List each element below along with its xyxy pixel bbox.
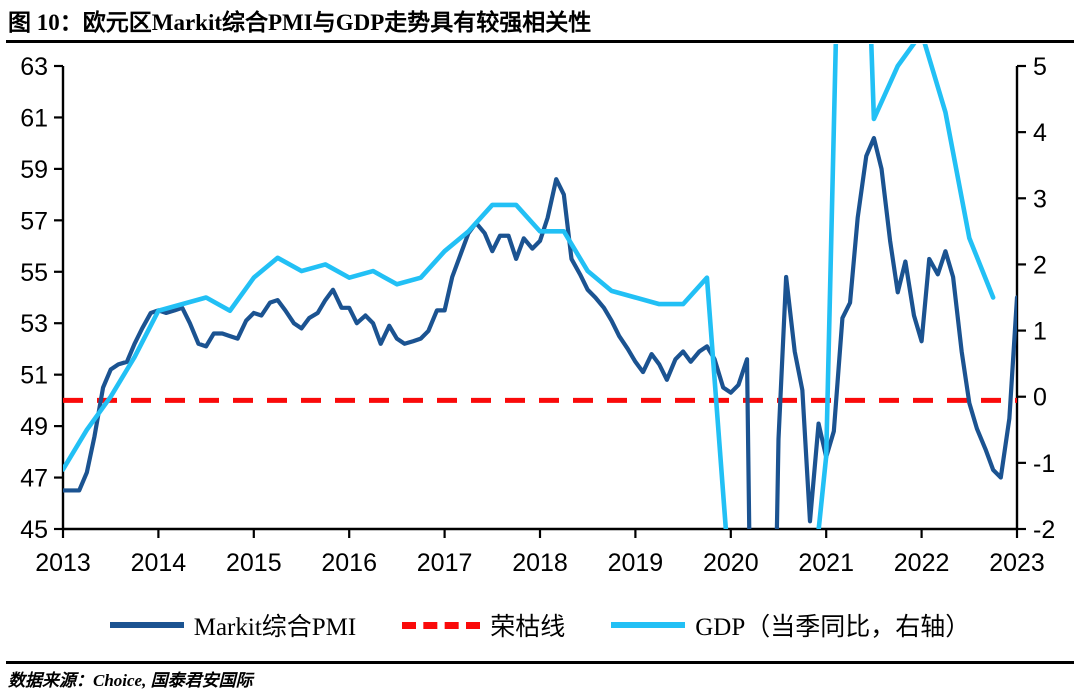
right-axis-tick-label: 2: [1033, 251, 1047, 279]
left-axis-tick-label: 47: [20, 465, 48, 493]
x-axis-tick-label: 2022: [894, 549, 950, 577]
legend-label-gdp: GDP（当季同比，右轴）: [695, 614, 971, 641]
right-axis-tick-label: 3: [1033, 185, 1047, 213]
footer-divider: [6, 661, 1074, 664]
x-axis-tick-label: 2015: [226, 549, 282, 577]
x-axis-tick-label: 2020: [703, 549, 759, 577]
page-title: 图 10：欧元区Markit综合PMI与GDP走势具有较强相关性: [8, 10, 592, 35]
left-axis-tick-label: 53: [20, 310, 48, 338]
left-axis-tick-label: 63: [20, 53, 48, 81]
legend-swatch-pmi: [109, 622, 184, 628]
left-axis-tick-label: 45: [20, 516, 48, 544]
x-axis-tick-label: 2018: [512, 549, 568, 577]
x-axis-tick-label: 2014: [131, 549, 187, 577]
x-axis-tick-label: 2013: [35, 549, 91, 577]
right-axis-tick-label: 0: [1033, 384, 1047, 412]
x-axis-tick-label: 2023: [989, 549, 1045, 577]
x-axis-tick-label: 2019: [608, 549, 664, 577]
data-source-note: 数据来源：Choice, 国泰君安国际: [8, 671, 253, 690]
right-axis-tick-label: 5: [1033, 53, 1047, 81]
legend-item-pmi[interactable]: Markit综合PMI: [109, 607, 357, 643]
title-divider: [6, 40, 1074, 43]
pmi-line-series: [63, 135, 1017, 529]
left-axis-tick-label: 51: [20, 362, 48, 390]
right-axis-tick-label: 4: [1033, 119, 1047, 147]
chart-plot-area: 45 47 49 51 53 55 57 59 61 63 -2 -1 0 1 2 3 4 5 2013 2014 20…: [0, 44, 1080, 595]
x-axis-tick-label: 2017: [417, 549, 473, 577]
left-axis-tick-label: 59: [20, 156, 48, 184]
gdp-line-series: [63, 44, 996, 529]
legend-swatch-reference-line: [402, 621, 481, 629]
figure-title-row: 图 10：欧元区Markit综合PMI与GDP走势具有较强相关性: [0, 0, 1080, 40]
legend-item-gdp[interactable]: GDP（当季同比，右轴）: [611, 607, 970, 643]
series-group: [63, 44, 1017, 529]
left-axis-tick-label: 49: [20, 413, 48, 441]
right-axis-tick-label: 1: [1033, 318, 1047, 346]
legend-swatch-gdp: [611, 622, 686, 628]
right-axis-tick-label: -1: [1033, 450, 1055, 478]
legend-item-reference-line[interactable]: 荣枯线: [402, 607, 565, 643]
left-axis-tick-label: 61: [20, 104, 48, 132]
chart-legend: Markit综合PMI 荣枯线 GDP（当季同比，右轴）: [0, 600, 1080, 650]
x-axis-tick-label: 2016: [321, 549, 377, 577]
legend-label-reference-line: 荣枯线: [490, 614, 566, 641]
left-axis-tick-label: 55: [20, 259, 48, 287]
x-axis-tick-label: 2021: [798, 549, 854, 577]
right-axis-tick-label: -2: [1033, 516, 1055, 544]
legend-label-pmi: Markit综合PMI: [193, 614, 357, 641]
left-axis-tick-label: 57: [20, 207, 48, 235]
axes-group: [54, 64, 1026, 538]
